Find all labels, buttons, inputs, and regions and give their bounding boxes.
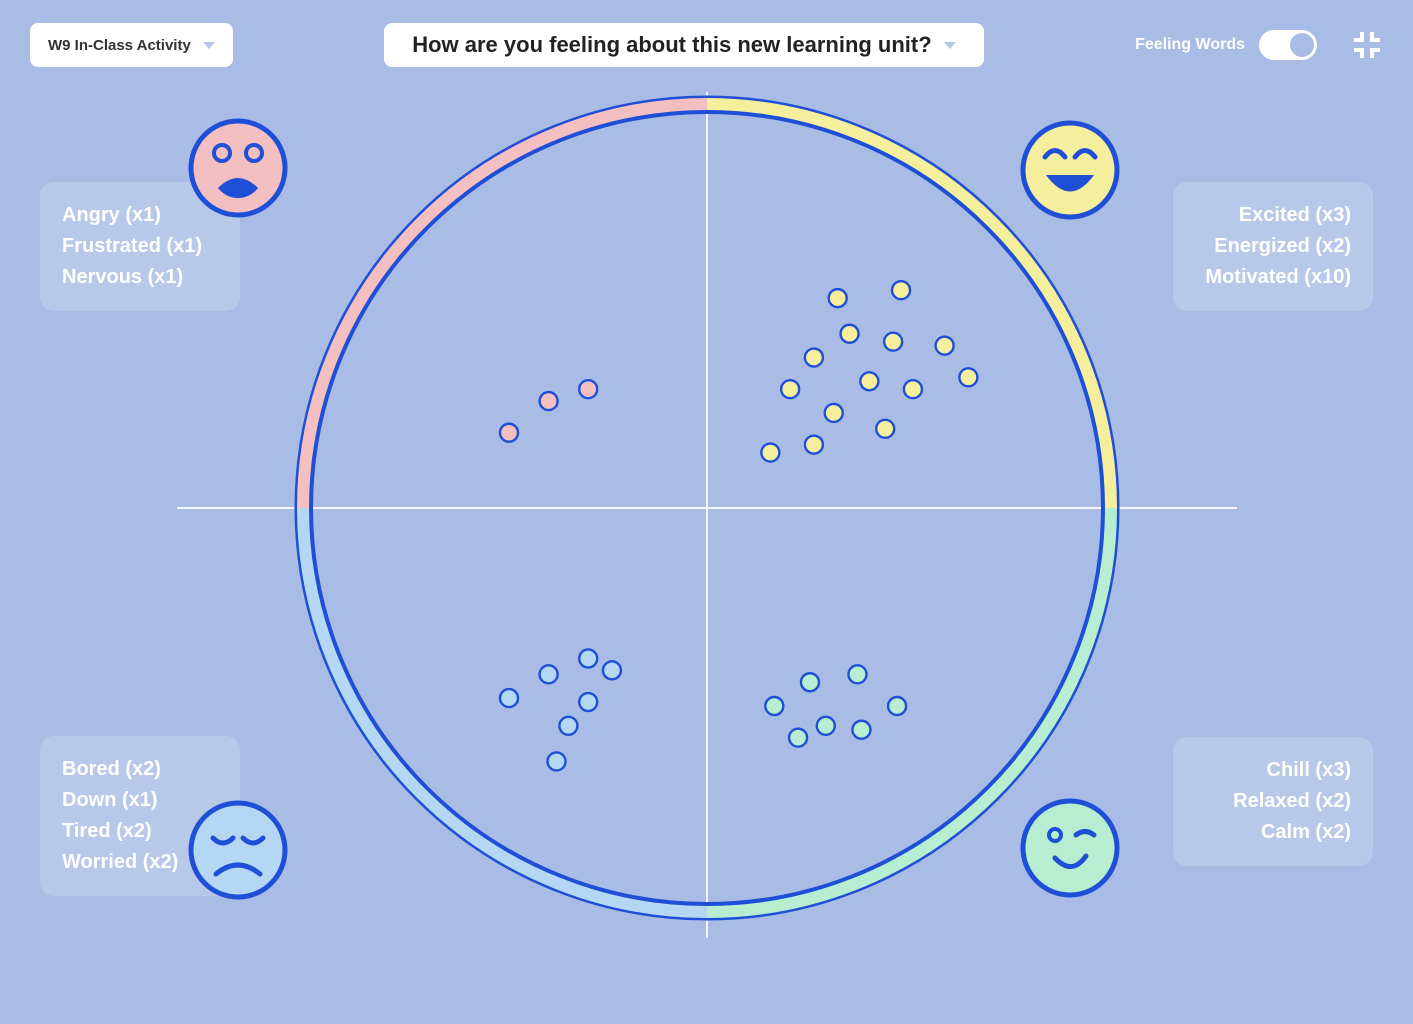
- mood-dot[interactable]: [789, 729, 807, 747]
- mood-dot[interactable]: [824, 404, 842, 422]
- activity-selector-label: W9 In-Class Activity: [48, 37, 191, 54]
- mood-dot[interactable]: [500, 689, 518, 707]
- mood-dot[interactable]: [816, 717, 834, 735]
- mood-dot[interactable]: [579, 380, 597, 398]
- question-selector[interactable]: How are you feeling about this new learn…: [384, 23, 983, 67]
- mood-dot[interactable]: [804, 436, 822, 454]
- activity-selector[interactable]: W9 In-Class Activity: [30, 23, 233, 67]
- mood-dot[interactable]: [884, 333, 902, 351]
- mood-dot[interactable]: [888, 697, 906, 715]
- mood-dot[interactable]: [828, 289, 846, 307]
- mood-dot[interactable]: [876, 420, 894, 438]
- mood-dot[interactable]: [500, 424, 518, 442]
- mood-dot[interactable]: [935, 337, 953, 355]
- chevron-down-icon: [944, 42, 956, 49]
- mood-dot[interactable]: [539, 665, 557, 683]
- mood-meter-chart: [177, 88, 1237, 948]
- mood-dot[interactable]: [800, 673, 818, 691]
- exit-fullscreen-button[interactable]: [1351, 29, 1383, 61]
- feeling-words-toggle[interactable]: [1259, 30, 1317, 60]
- toggle-label: Feeling Words: [1135, 36, 1245, 54]
- mood-dot[interactable]: [579, 693, 597, 711]
- toggle-knob: [1290, 33, 1314, 57]
- mood-dot[interactable]: [852, 721, 870, 739]
- mood-dot[interactable]: [559, 717, 577, 735]
- exit-fullscreen-icon: [1351, 29, 1383, 61]
- mood-dot[interactable]: [602, 661, 620, 679]
- question-selector-label: How are you feeling about this new learn…: [412, 32, 931, 58]
- mood-dot[interactable]: [761, 444, 779, 462]
- mood-dot[interactable]: [579, 649, 597, 667]
- mood-dot[interactable]: [903, 380, 921, 398]
- mood-dot[interactable]: [892, 281, 910, 299]
- mood-dot[interactable]: [765, 697, 783, 715]
- mood-dot[interactable]: [848, 665, 866, 683]
- mood-dot[interactable]: [539, 392, 557, 410]
- mood-dot[interactable]: [959, 368, 977, 386]
- mood-dot[interactable]: [804, 349, 822, 367]
- mood-dot[interactable]: [547, 752, 565, 770]
- mood-dot[interactable]: [781, 380, 799, 398]
- chevron-down-icon: [203, 42, 215, 49]
- mood-dot[interactable]: [840, 325, 858, 343]
- mood-dot[interactable]: [860, 372, 878, 390]
